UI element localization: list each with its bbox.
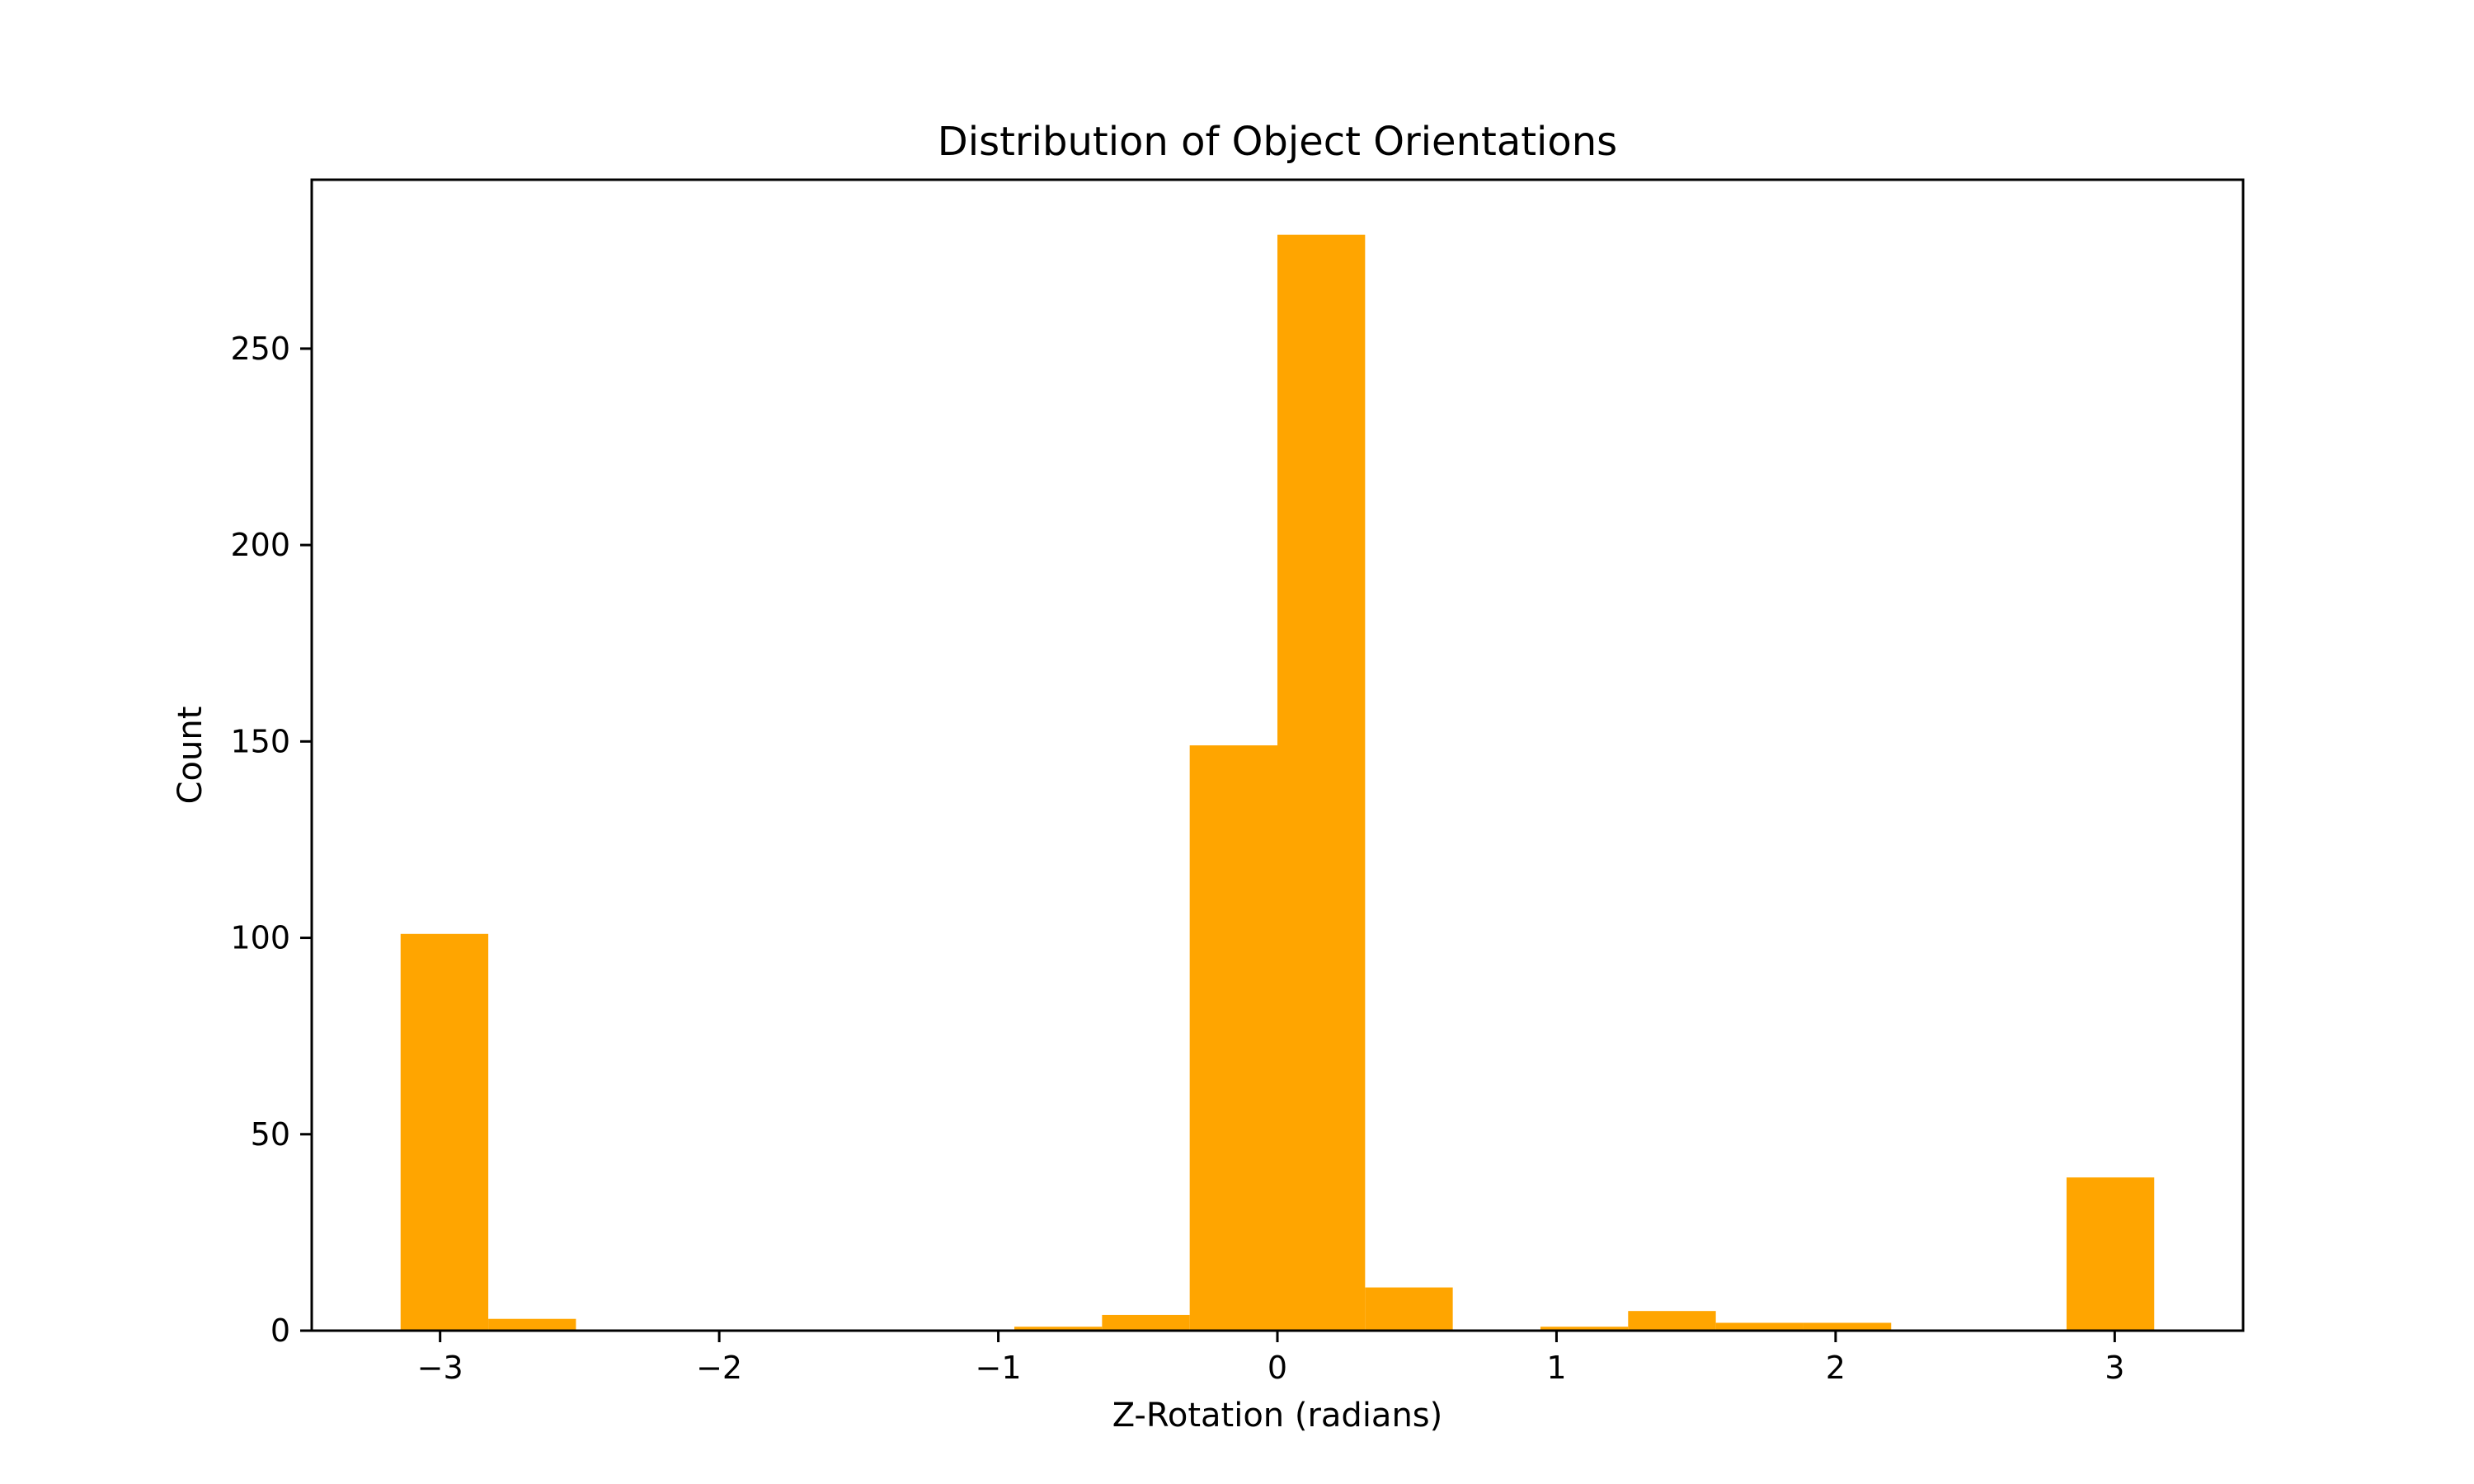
chart-title: Distribution of Object Orientations [938,119,1617,165]
histogram-bar [400,933,489,1331]
y-tick-label: 100 [230,920,290,956]
x-tick-label: −1 [976,1350,1022,1386]
x-tick-label: 2 [1826,1350,1846,1386]
y-axis-label: Count [172,707,209,805]
x-tick-label: −3 [417,1350,463,1386]
y-tick-label: 0 [270,1313,290,1349]
x-tick-label: 1 [1546,1350,1566,1386]
histogram-bar [1803,1322,1892,1331]
histogram-bar [1102,1314,1190,1331]
y-tick-label: 50 [251,1116,290,1153]
y-tick-label: 200 [230,527,290,563]
histogram-bar [1540,1327,1629,1331]
x-tick-label: 0 [1268,1350,1287,1386]
histogram-bar [1277,234,1366,1331]
y-tick-label: 150 [230,723,290,759]
x-tick-label: −2 [696,1350,742,1386]
bars-group [400,234,2155,1331]
histogram-bar [1628,1311,1716,1331]
y-tick-label: 250 [230,331,290,367]
x-axis-label: Z-Rotation (radians) [1112,1397,1443,1435]
histogram-bar [1365,1287,1453,1331]
histogram-bar [1715,1322,1804,1331]
x-tick-label: 3 [2105,1350,2124,1386]
histogram-bar [1189,745,1277,1331]
histogram-bar [488,1318,576,1331]
x-axis-ticks: −3 −2 −1 0 1 2 3 [417,1331,2124,1386]
histogram-bar [2066,1177,2155,1331]
histogram-bar [1014,1327,1103,1331]
y-axis-ticks: 0 50 100 150 200 250 [230,331,312,1349]
